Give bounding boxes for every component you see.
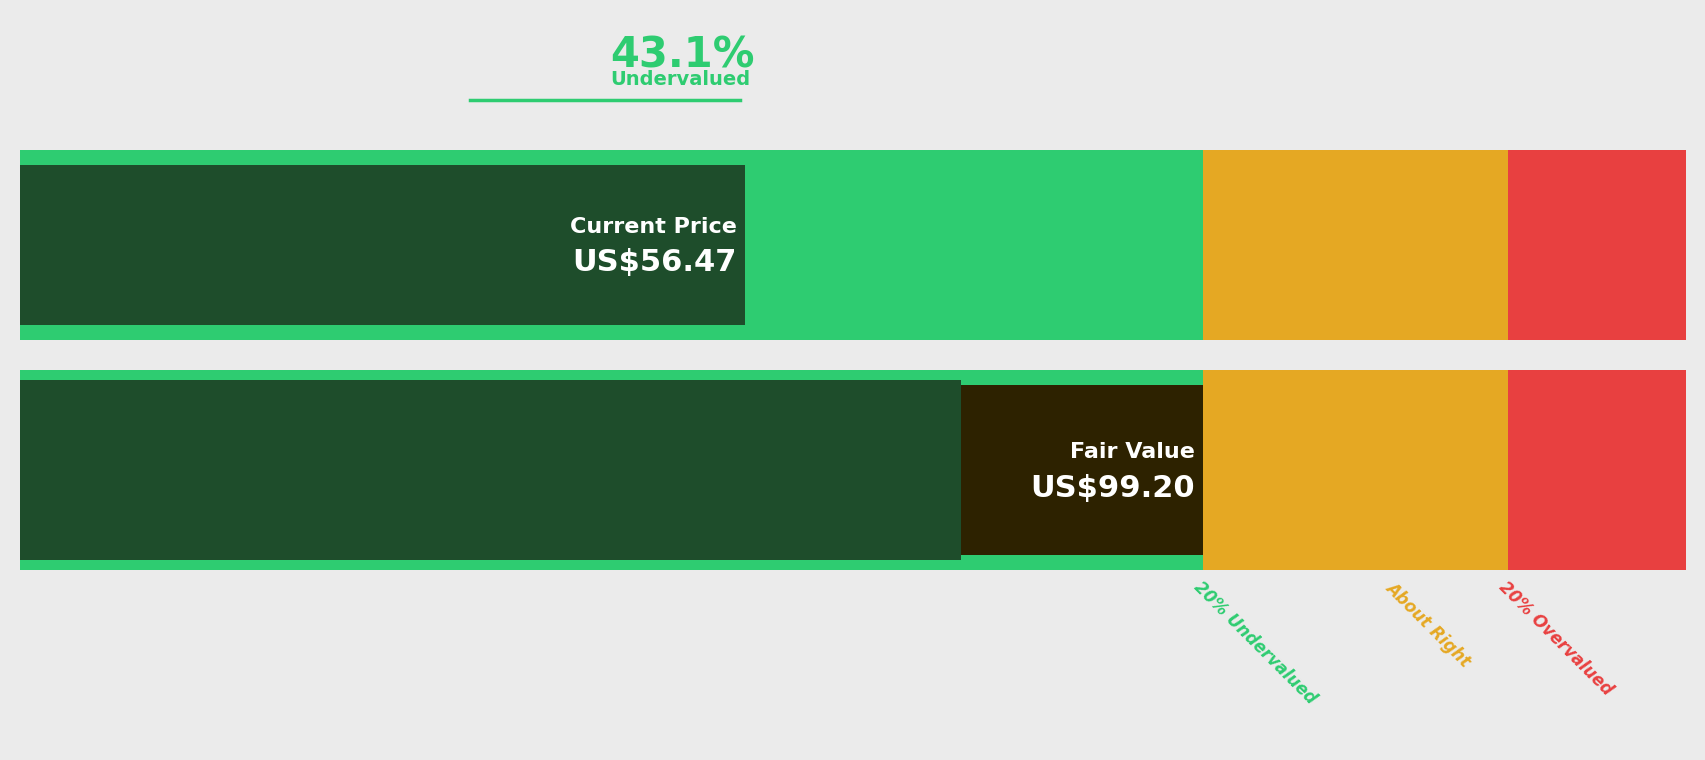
Bar: [20, 340, 1685, 370]
Bar: [1202, 340, 1393, 370]
Bar: [20, 340, 1202, 370]
Text: US$56.47: US$56.47: [571, 249, 737, 277]
Bar: [1393, 370, 1507, 570]
Bar: [20, 370, 1202, 570]
Bar: [960, 385, 1202, 555]
Bar: [20, 150, 1202, 340]
Bar: [20, 165, 745, 325]
Text: Current Price: Current Price: [569, 217, 737, 237]
Bar: [1393, 150, 1507, 340]
Bar: [20, 380, 960, 560]
Bar: [1393, 340, 1507, 370]
Text: About Right: About Right: [1381, 578, 1473, 670]
Bar: [1507, 370, 1685, 570]
Text: Undervalued: Undervalued: [610, 70, 750, 89]
Text: 20% Undervalued: 20% Undervalued: [1190, 578, 1320, 708]
Text: Fair Value: Fair Value: [1069, 442, 1194, 462]
Text: 20% Overvalued: 20% Overvalued: [1494, 578, 1615, 699]
Bar: [1507, 340, 1685, 370]
Text: US$99.20: US$99.20: [1030, 473, 1194, 502]
Bar: [1202, 370, 1393, 570]
Bar: [1507, 150, 1685, 340]
Bar: [960, 385, 1202, 555]
Text: 43.1%: 43.1%: [610, 35, 754, 77]
Bar: [1202, 150, 1393, 340]
